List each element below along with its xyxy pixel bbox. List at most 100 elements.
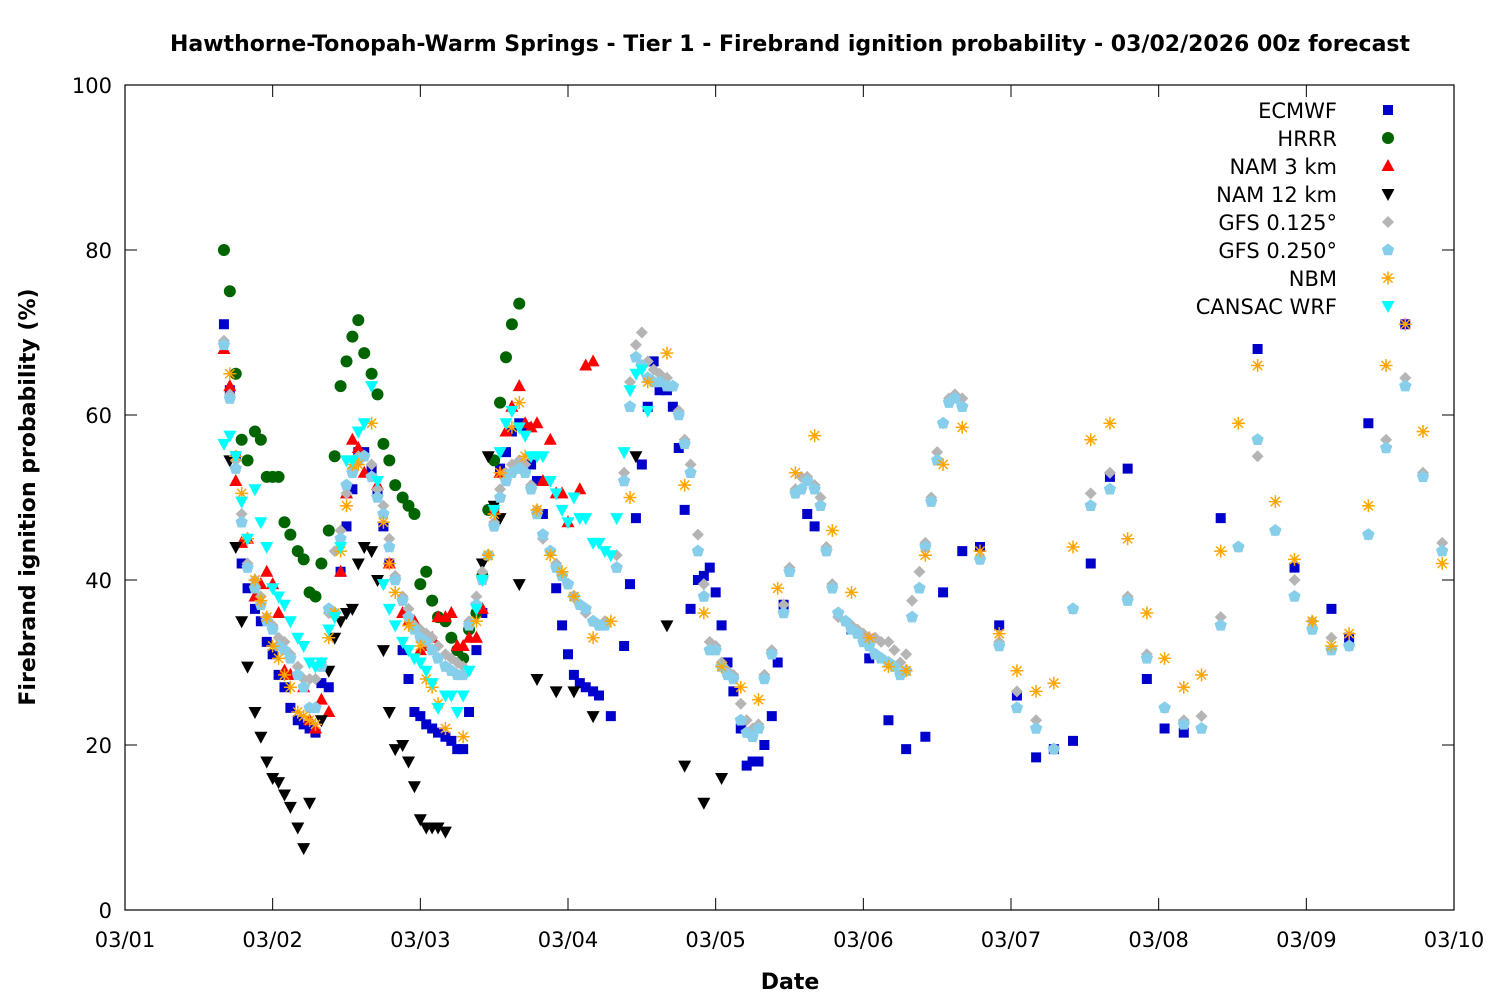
data-point-ecmwf <box>427 723 438 734</box>
data-point-gfs-0-125 <box>777 598 790 611</box>
data-point-nbm <box>322 631 336 645</box>
data-point-gfs-0-250 <box>783 565 796 577</box>
y-tick-label: 20 <box>85 734 112 758</box>
data-point-cansac-wrf <box>623 385 637 398</box>
data-point-ecmwf <box>1085 558 1096 569</box>
data-point-nbm <box>734 680 748 694</box>
data-point-gfs-0-250 <box>697 590 710 602</box>
data-point-nbm <box>1158 651 1172 665</box>
data-point-cansac-wrf <box>254 517 268 530</box>
data-point-gfs-0-125 <box>906 594 919 607</box>
data-point-cansac-wrf <box>512 422 526 435</box>
data-point-gfs-0-125 <box>624 376 637 388</box>
data-point-hrrr <box>328 450 341 463</box>
data-point-ecmwf <box>1289 562 1300 573</box>
data-point-cansac-wrf <box>561 517 575 530</box>
y-tick-label: 0 <box>99 899 112 923</box>
data-point-cansac-wrf <box>469 603 483 616</box>
data-point-cansac-wrf <box>617 447 631 460</box>
data-point-gfs-0-250 <box>358 449 371 462</box>
data-point-ecmwf <box>471 645 482 656</box>
data-point-gfs-0-125 <box>1084 487 1097 500</box>
data-point-hrrr <box>223 285 236 298</box>
data-point-ecmwf <box>409 707 420 717</box>
data-point-hrrr <box>499 351 512 364</box>
data-point-gfs-0-125 <box>875 635 888 648</box>
data-point-nbm <box>1324 639 1338 653</box>
data-point-gfs-0-125 <box>334 524 347 537</box>
data-point-ecmwf <box>716 620 727 631</box>
data-point-cansac-wrf <box>604 550 618 563</box>
data-point-gfs-0-250 <box>1416 470 1430 483</box>
data-point-ecmwf <box>1363 418 1374 429</box>
data-point-gfs-0-125 <box>470 590 483 603</box>
data-point-ecmwf <box>753 756 764 767</box>
data-point-nam-3-km <box>229 474 243 486</box>
data-point-gfs-0-125 <box>235 508 248 520</box>
data-point-nam-12-km <box>303 797 317 810</box>
data-point-gfs-0-250 <box>383 540 396 553</box>
data-point-gfs-0-250 <box>936 416 950 429</box>
data-point-gfs-0-250 <box>765 647 778 660</box>
data-point-cansac-wrf <box>518 430 532 443</box>
data-point-hrrr <box>272 470 285 483</box>
data-point-gfs-0-250 <box>801 474 814 487</box>
data-point-gfs-0-250 <box>235 515 248 528</box>
data-point-gfs-0-250 <box>709 643 722 656</box>
data-point-gfs-0-250 <box>426 643 439 656</box>
data-point-cansac-wrf <box>579 513 593 526</box>
data-point-nbm <box>1103 416 1117 430</box>
data-point-hrrr <box>371 388 384 401</box>
data-point-cansac-wrf <box>413 657 427 670</box>
data-point-nam-12-km <box>438 826 452 839</box>
data-point-cansac-wrf <box>388 620 402 633</box>
data-point-cansac-wrf <box>456 690 470 703</box>
data-point-nbm <box>543 548 557 562</box>
data-point-nam-12-km <box>266 773 280 785</box>
data-point-gfs-0-250 <box>1232 540 1245 553</box>
data-point-nam-3-km <box>586 354 600 367</box>
data-point-ecmwf <box>588 686 599 697</box>
data-point-ecmwf <box>551 583 562 594</box>
data-point-nbm <box>413 639 427 653</box>
data-point-ecmwf <box>500 447 511 458</box>
data-point-nbm <box>283 680 297 694</box>
data-point-cansac-wrf <box>641 405 655 418</box>
data-point-gfs-0-125 <box>684 458 697 471</box>
data-point-nbm <box>469 614 483 628</box>
data-point-nam-12-km <box>530 674 544 686</box>
data-point-cansac-wrf <box>345 455 359 468</box>
data-point-cansac-wrf <box>351 426 365 439</box>
data-point-nbm <box>254 594 268 608</box>
data-point-hrrr <box>278 516 291 529</box>
data-point-ecmwf <box>994 620 1005 631</box>
data-point-gfs-0-125 <box>1030 714 1043 727</box>
data-point-hrrr <box>352 314 365 327</box>
data-point-hrrr <box>217 244 230 256</box>
data-point-nam-12-km <box>402 756 416 769</box>
data-point-nbm <box>1268 495 1282 509</box>
data-point-nam-3-km <box>512 379 526 392</box>
data-point-ecmwf <box>704 562 715 573</box>
data-point-cansac-wrf <box>328 612 342 625</box>
data-point-hrrr <box>322 524 335 537</box>
data-point-cansac-wrf <box>297 641 311 653</box>
data-point-ecmwf <box>679 504 690 515</box>
data-point-ecmwf <box>1215 513 1226 524</box>
data-point-gfs-0-250 <box>777 606 790 619</box>
data-point-nbm <box>388 585 402 599</box>
data-point-gfs-0-250 <box>297 680 310 693</box>
data-point-gfs-0-250 <box>217 338 231 351</box>
data-point-gfs-0-250 <box>431 651 445 664</box>
data-point-cansac-wrf <box>303 657 317 670</box>
data-point-nbm <box>808 429 822 443</box>
data-point-nam-12-km <box>272 777 286 790</box>
data-point-gfs-0-125 <box>371 483 384 496</box>
legend-label-nam-12-km: NAM 12 km <box>1216 183 1337 207</box>
data-point-ecmwf <box>261 636 272 647</box>
data-point-hrrr <box>241 454 254 467</box>
data-point-gfs-0-250 <box>1288 590 1301 602</box>
data-point-ecmwf <box>594 690 605 701</box>
data-point-ecmwf <box>1159 723 1170 734</box>
data-point-nbm <box>1214 544 1228 558</box>
